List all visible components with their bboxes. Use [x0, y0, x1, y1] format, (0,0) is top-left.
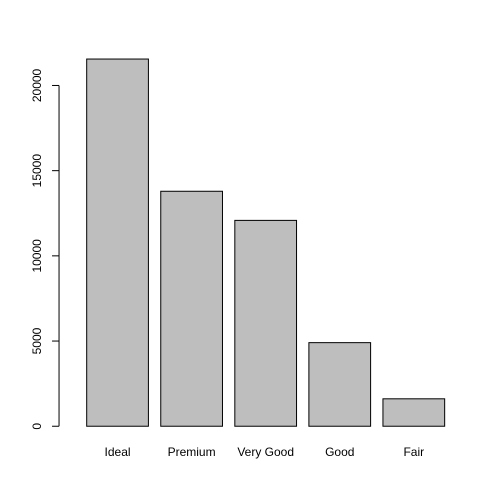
category-label: Fair	[403, 445, 424, 459]
bar-fair	[382, 398, 446, 427]
y-tick-label: 10000	[30, 239, 44, 273]
category-label: Very Good	[237, 445, 294, 459]
category-label: Good	[325, 445, 354, 459]
bar-very-good	[234, 219, 298, 427]
y-tick-label: 0	[30, 423, 44, 430]
bar-ideal	[86, 58, 149, 427]
x-axis-labels: Ideal Premium Very Good Good Fair	[105, 445, 425, 459]
y-axis: 0 5000 10000 15000 20000	[30, 68, 60, 430]
bar-premium	[160, 190, 223, 427]
bars	[86, 58, 446, 427]
category-label: Ideal	[105, 445, 131, 459]
category-label: Premium	[168, 445, 216, 459]
y-tick-label: 20000	[30, 68, 44, 102]
y-tick-label: 15000	[30, 154, 44, 188]
y-tick-label: 5000	[30, 327, 44, 354]
bar-good	[308, 342, 372, 427]
